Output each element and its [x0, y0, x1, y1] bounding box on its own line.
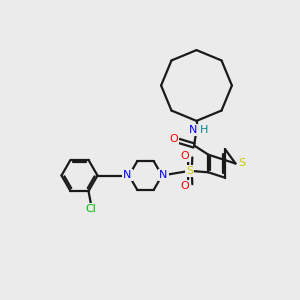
Text: S: S [186, 166, 193, 176]
Text: O: O [181, 151, 189, 161]
Text: N: N [189, 125, 197, 135]
Text: N: N [123, 170, 132, 180]
Text: Cl: Cl [85, 204, 96, 214]
Text: S: S [238, 158, 246, 169]
Text: H: H [200, 125, 208, 135]
Text: O: O [181, 181, 189, 191]
Text: N: N [159, 170, 168, 180]
Text: O: O [169, 134, 178, 145]
